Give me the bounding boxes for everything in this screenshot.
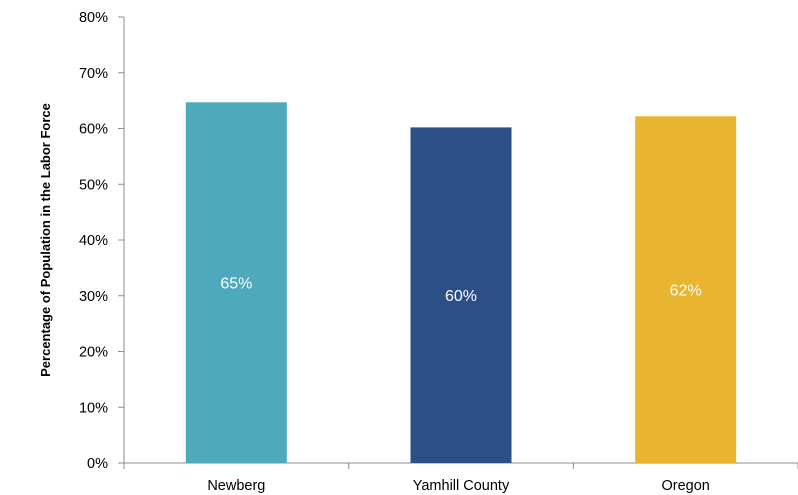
y-tick-label: 70%: [79, 66, 108, 82]
y-axis-title: Percentage of Population in the Labor Fo…: [38, 103, 53, 377]
y-tick-label: 30%: [79, 289, 108, 305]
y-tick-label: 10%: [79, 400, 108, 416]
x-tick-label: Oregon: [661, 478, 709, 494]
y-tick-label: 40%: [79, 233, 108, 249]
data-label: 60%: [445, 288, 477, 305]
x-tick-label: Yamhill County: [413, 478, 510, 494]
bar: [185, 102, 287, 464]
data-label: 65%: [220, 276, 252, 293]
y-tick-label: 60%: [79, 122, 108, 138]
plot-area: 0% 10% 20% 30% 40% 50% 60% 70% 80% 65% Newberg 60% Y…: [79, 10, 798, 494]
y-tick-label: 80%: [79, 10, 108, 26]
bar: [635, 116, 737, 464]
data-label: 62%: [670, 283, 702, 300]
y-tick-label: 20%: [79, 345, 108, 361]
y-tick-label: 0%: [87, 456, 108, 472]
bar: [410, 127, 512, 463]
x-tick-label: Newberg: [207, 478, 265, 494]
y-tick-label: 50%: [79, 177, 108, 193]
